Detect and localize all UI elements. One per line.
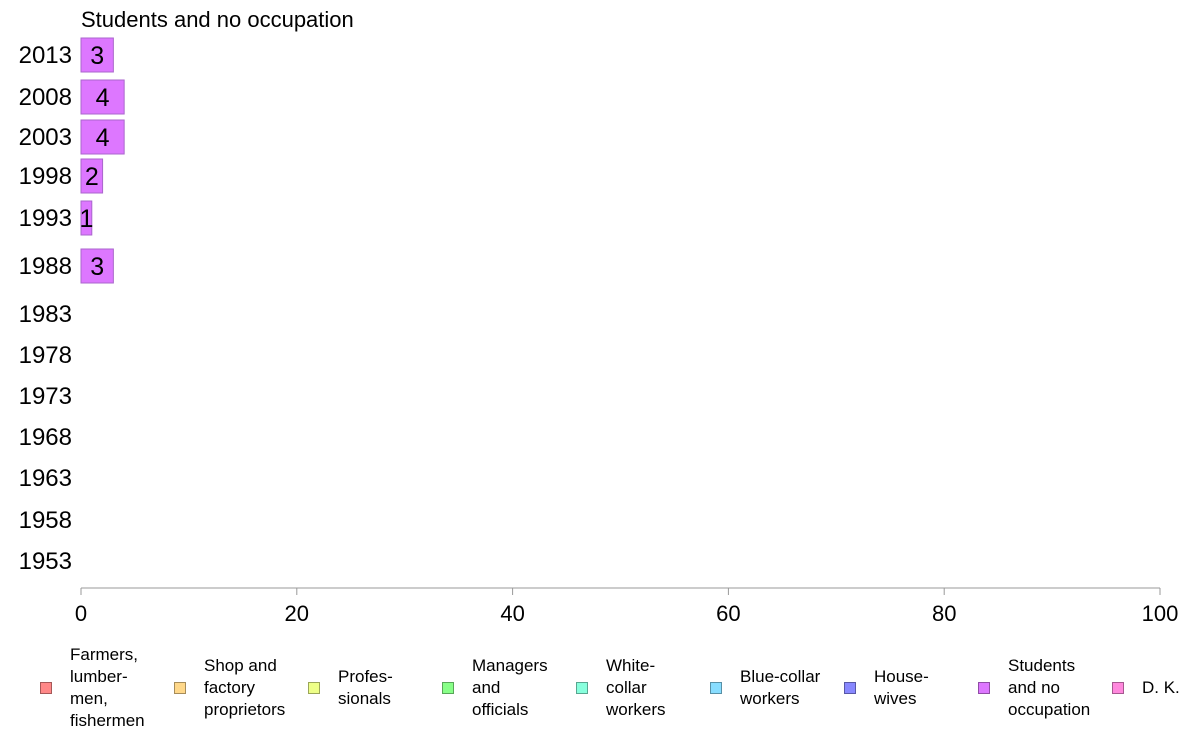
data-label-2013: 3 bbox=[90, 42, 104, 70]
x-tick-label-40: 40 bbox=[500, 601, 524, 626]
y-tick-label-1978: 1978 bbox=[19, 342, 72, 369]
y-tick-label-1993: 1993 bbox=[19, 205, 72, 232]
legend-swatch bbox=[576, 682, 588, 694]
x-tick-label-20: 20 bbox=[285, 601, 309, 626]
legend-item: Students and no occupation bbox=[978, 640, 1090, 736]
legend-item: Blue-collar workers bbox=[710, 640, 820, 736]
y-tick-label-1973: 1973 bbox=[19, 383, 72, 410]
legend-item: House- wives bbox=[844, 640, 929, 736]
legend-item: Shop and factory proprietors bbox=[174, 640, 285, 736]
bar-1998 bbox=[80, 158, 104, 194]
legend-label: D. K. bbox=[1142, 678, 1180, 697]
y-tick-label-2013: 2013 bbox=[19, 42, 72, 69]
legend-label: White- collar workers bbox=[606, 656, 666, 719]
legend-swatch bbox=[308, 682, 320, 694]
x-tick-label-0: 0 bbox=[75, 601, 87, 626]
legend-swatch bbox=[442, 682, 454, 694]
y-tick-labels: 2013 2008 2003 1998 1993 1988 1983 1978 1973 1968… bbox=[19, 42, 72, 575]
legend: Farmers, lumber- men, fishermen Shop and … bbox=[0, 640, 1188, 736]
legend-item: D. K. bbox=[1112, 640, 1180, 736]
x-tick-label-80: 80 bbox=[932, 601, 956, 626]
y-tick-label-1988: 1988 bbox=[19, 253, 72, 280]
legend-item: Farmers, lumber- men, fishermen bbox=[40, 640, 145, 736]
x-tick-label-60: 60 bbox=[716, 601, 740, 626]
legend-item: Managers and officials bbox=[442, 640, 548, 736]
bar-2003 bbox=[80, 119, 125, 155]
y-tick-label-1968: 1968 bbox=[19, 424, 72, 451]
bar-2008 bbox=[80, 79, 125, 115]
legend-label: Shop and factory proprietors bbox=[204, 656, 286, 719]
chart-title: Students and no occupation bbox=[81, 7, 354, 32]
legend-label: Managers and officials bbox=[472, 656, 548, 719]
legend-swatch bbox=[844, 682, 856, 694]
x-tick-label-100: 100 bbox=[1142, 601, 1179, 626]
legend-label: Farmers, lumber- men, fishermen bbox=[70, 645, 145, 730]
bar-2013 bbox=[80, 37, 114, 73]
bar-1988 bbox=[80, 248, 114, 284]
y-tick-label-2003: 2003 bbox=[19, 124, 72, 151]
legend-label: Blue-collar workers bbox=[740, 667, 821, 708]
data-label-1993: 1 bbox=[79, 205, 93, 233]
legend-label: House- wives bbox=[874, 667, 929, 708]
legend-swatch bbox=[710, 682, 722, 694]
bars-group: 3 4 4 2 1 3 bbox=[79, 37, 125, 284]
data-label-1988: 3 bbox=[90, 253, 104, 281]
legend-swatch bbox=[40, 682, 52, 694]
legend-label: Students and no occupation bbox=[1008, 656, 1091, 719]
data-label-1998: 2 bbox=[85, 163, 99, 191]
x-ticks: 0 20 40 60 80 100 bbox=[75, 588, 1178, 626]
bar-1993 bbox=[80, 200, 93, 236]
legend-swatch bbox=[174, 682, 186, 694]
y-tick-label-1953: 1953 bbox=[19, 548, 72, 575]
data-label-2003: 4 bbox=[96, 124, 110, 152]
legend-item: Profes- sionals bbox=[308, 640, 393, 736]
legend-swatch bbox=[978, 682, 990, 694]
legend-label: Profes- sionals bbox=[338, 667, 393, 708]
legend-swatch bbox=[1112, 682, 1124, 694]
y-tick-label-2008: 2008 bbox=[19, 84, 72, 111]
y-tick-label-1963: 1963 bbox=[19, 465, 72, 492]
legend-item: White- collar workers bbox=[576, 640, 666, 736]
y-tick-label-1983: 1983 bbox=[19, 301, 72, 328]
y-tick-label-1998: 1998 bbox=[19, 163, 72, 190]
data-label-2008: 4 bbox=[96, 84, 110, 112]
y-tick-label-1958: 1958 bbox=[19, 507, 72, 534]
